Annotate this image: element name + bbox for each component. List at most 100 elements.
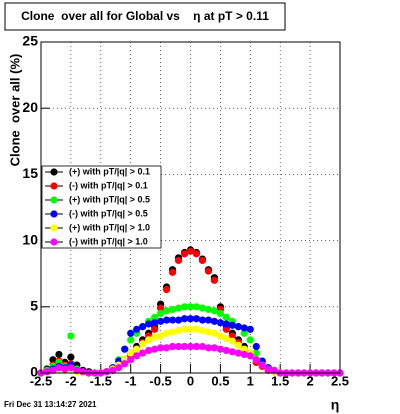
data-point: [222, 346, 230, 355]
title-box: [4, 2, 286, 31]
data-point: [151, 313, 159, 321]
data-point: [162, 285, 171, 294]
data-point: [49, 366, 57, 374]
data-point: [79, 368, 87, 376]
legend-label: (+) with pT/|q| > 0.1: [69, 166, 150, 176]
data-point: [198, 342, 207, 351]
legend-box: [41, 165, 162, 249]
data-point: [180, 315, 189, 323]
x-tick-label: 2.5: [331, 373, 349, 388]
data-point: [210, 329, 219, 337]
data-point: [168, 316, 177, 324]
data-point: [240, 324, 248, 332]
y-tick-label: 10: [22, 231, 38, 247]
data-point: [216, 332, 224, 340]
data-point: [198, 327, 207, 335]
legend-label: (+) with pT/|q| > 1.0: [69, 222, 150, 232]
data-point: [210, 344, 219, 352]
data-point: [127, 349, 135, 357]
data-point: [67, 332, 75, 340]
data-point: [145, 346, 153, 355]
data-point: [168, 328, 177, 336]
data-point: [204, 344, 213, 352]
legend-label: (-) with pT/|q| > 0.5: [69, 208, 148, 218]
data-point: [157, 332, 165, 340]
x-axis-title: η: [331, 397, 340, 413]
data-point: [234, 349, 242, 357]
data-point: [198, 316, 207, 324]
data-point: [228, 348, 236, 356]
data-point: [121, 360, 129, 368]
data-point: [222, 313, 230, 321]
data-point: [222, 325, 230, 333]
data-point: [222, 334, 230, 343]
data-point: [192, 315, 201, 323]
data-point: [162, 344, 171, 352]
data-point: [174, 316, 183, 324]
x-tick-label: 1: [247, 373, 254, 388]
data-point: [204, 328, 213, 336]
data-point: [186, 325, 195, 333]
data-point: [216, 319, 224, 327]
x-tick-label: -1: [125, 373, 137, 388]
y-tick-label: 25: [22, 33, 38, 49]
data-point: [174, 256, 183, 265]
y-tick-label: 15: [22, 165, 38, 181]
data-point: [192, 342, 201, 351]
data-point: [270, 366, 278, 374]
data-point: [228, 321, 236, 329]
data-point: [145, 320, 153, 328]
legend-label: (-) with pT/|q| > 1.0: [69, 236, 148, 246]
data-point: [55, 364, 63, 372]
data-point: [258, 361, 266, 369]
data-point: [157, 304, 165, 312]
data-point: [252, 349, 260, 357]
data-point: [127, 336, 135, 344]
data-point: [186, 303, 195, 311]
legend-label: (-) with pT/|q| > 0.1: [69, 180, 148, 190]
data-point: [73, 366, 81, 374]
data-point: [174, 342, 183, 351]
data-point: [157, 309, 165, 318]
y-tick-label: 0: [30, 364, 38, 380]
data-point: [240, 329, 248, 337]
data-point: [210, 276, 219, 284]
data-point: [121, 345, 129, 353]
data-point: [133, 345, 141, 353]
legend: (+) with pT/|q| > 0.1 (-) with pT/|q| > 0…: [41, 165, 162, 249]
data-point: [180, 342, 189, 351]
data-point: [127, 329, 135, 337]
data-point: [192, 303, 201, 311]
data-point: [180, 250, 189, 258]
data-point: [49, 356, 57, 364]
data-point: [145, 336, 153, 344]
data-point: [186, 315, 195, 323]
data-point: [252, 342, 260, 351]
data-point: [186, 247, 195, 255]
data-point: [109, 366, 117, 374]
data-point: [162, 316, 171, 324]
data-point: [192, 250, 201, 258]
data-point: [222, 320, 230, 328]
data-point: [168, 268, 177, 276]
data-point: [133, 352, 141, 360]
legend-label: (+) with pT/|q| > 0.5: [69, 194, 150, 204]
legend-marker: [50, 196, 58, 204]
plot-frame: [40, 41, 341, 374]
data-point: [67, 353, 75, 361]
data-point: [198, 256, 207, 265]
data-point: [139, 323, 147, 331]
data-point: [174, 327, 183, 335]
data-point: [252, 356, 260, 364]
legend-marker: [50, 210, 58, 218]
data-point: [192, 325, 201, 333]
data-point: [234, 341, 242, 349]
footer-date: Fri Dec 31 13:14:27 2021: [4, 400, 97, 409]
data-point: [43, 368, 51, 376]
data-point: [204, 305, 213, 314]
x-tick-label: 0: [187, 373, 194, 388]
data-point: [246, 352, 254, 360]
x-tick-label: 2: [306, 373, 313, 388]
data-point: [115, 364, 123, 372]
data-point: [228, 332, 236, 340]
